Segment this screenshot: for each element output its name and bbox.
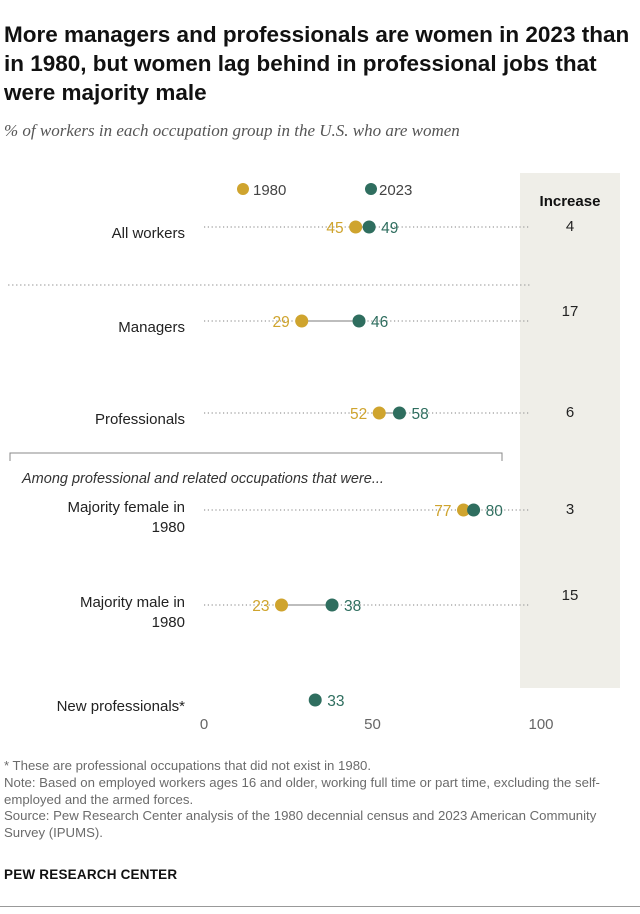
- dot-1980: [456, 503, 470, 517]
- legend-marker-2023: [365, 183, 377, 195]
- value-label-1980: 52: [350, 406, 367, 423]
- dot-2023: [308, 693, 322, 707]
- dot-2023: [325, 598, 339, 612]
- value-label-2023: 49: [381, 220, 398, 237]
- x-tick-label: 50: [364, 716, 381, 733]
- increase-value: 15: [562, 587, 579, 604]
- value-label-2023: 33: [327, 693, 344, 710]
- dot-2023: [467, 503, 481, 517]
- legend-label-2023: 2023: [379, 182, 412, 199]
- row-label-line: All workers: [112, 225, 185, 242]
- row-label: All workers: [112, 225, 185, 242]
- row-label-line: Majority male in: [80, 594, 185, 611]
- chart-subtitle: % of workers in each occupation group in…: [4, 121, 460, 140]
- value-label-1980: 45: [326, 220, 343, 237]
- increase-header: Increase: [540, 193, 601, 210]
- increase-value: 4: [566, 218, 574, 235]
- value-label-1980: 23: [252, 598, 269, 615]
- row-label-line: Professionals: [95, 411, 185, 428]
- dot-2023: [362, 220, 376, 234]
- footnote: * These are professional occupations tha…: [4, 758, 372, 773]
- value-label-2023: 58: [411, 406, 428, 423]
- row-label-line: New professionals*: [57, 698, 186, 715]
- legend-marker-1980: [237, 183, 249, 195]
- x-tick-label: 0: [200, 716, 208, 733]
- notes-block: * These are professional occupations tha…: [4, 758, 624, 842]
- dot-2023: [392, 406, 406, 420]
- row-label-line: 1980: [152, 519, 185, 536]
- section-bracket: [9, 452, 503, 461]
- dot-1980: [349, 220, 363, 234]
- value-label-2023: 46: [371, 314, 388, 331]
- value-label-2023: 38: [344, 598, 361, 615]
- row-label-line: 1980: [152, 614, 185, 631]
- dot-1980: [295, 314, 309, 328]
- bottom-divider: [0, 906, 640, 907]
- row-label-line: Majority female in: [67, 499, 185, 516]
- dot-1980: [372, 406, 386, 420]
- source-text: Source: Pew Research Center analysis of …: [4, 808, 597, 841]
- note-text: Note: Based on employed workers ages 16 …: [4, 774, 600, 807]
- increase-value: 3: [566, 501, 574, 518]
- increase-column-band: [520, 173, 620, 688]
- row-label-line: Managers: [118, 319, 185, 336]
- chart-title: More managers and professionals are wome…: [4, 22, 630, 105]
- row-label: New professionals*: [57, 698, 186, 715]
- section-label: Among professional and related occupatio…: [21, 471, 384, 487]
- increase-value: 17: [562, 303, 579, 320]
- brand-logo-text: PEW RESEARCH CENTER: [4, 867, 178, 882]
- value-label-1980: 29: [272, 314, 289, 331]
- row-label: Majority male in 1980: [80, 594, 185, 631]
- row-label: Majority female in 1980: [67, 499, 185, 536]
- increase-value: 6: [566, 404, 574, 421]
- dot-2023: [352, 314, 366, 328]
- legend-label-1980: 1980: [253, 182, 286, 199]
- dot-1980: [275, 598, 289, 612]
- value-label-2023: 80: [486, 503, 504, 520]
- row-label: Professionals: [95, 411, 185, 428]
- value-label-1980: 77: [434, 503, 451, 520]
- row-label: Managers: [118, 319, 185, 336]
- x-tick-label: 100: [528, 716, 553, 733]
